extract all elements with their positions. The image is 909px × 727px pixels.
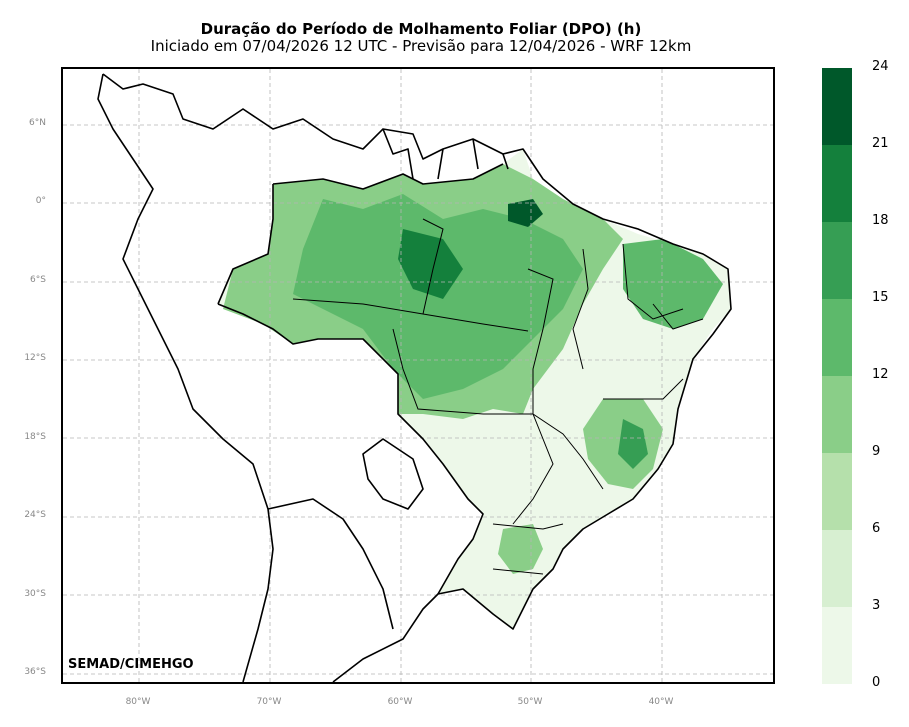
colorbar-tick-label: 0 — [872, 675, 881, 690]
colorbar-tick-label: 15 — [872, 290, 889, 305]
colorbar-tick-label: 6 — [872, 521, 881, 536]
lon-label: 40°W — [648, 697, 674, 707]
lat-label: 0° — [35, 196, 46, 206]
credit-label: SEMAD/CIMEHGO — [68, 657, 194, 672]
south-america-coast — [102, 73, 732, 682]
south-mid — [498, 524, 543, 574]
inner-border-1 — [362, 438, 424, 510]
southeast-dark — [618, 419, 648, 469]
inner-border-2 — [267, 498, 394, 630]
colorbar-segment — [822, 68, 852, 145]
lon-label: 50°W — [517, 697, 543, 707]
map-frame — [61, 67, 775, 684]
colorbar-segment — [822, 530, 852, 607]
colorbar — [822, 68, 852, 684]
central-dark — [398, 229, 463, 299]
colorbar-tick-label: 3 — [872, 598, 881, 613]
map-canvas — [63, 69, 773, 682]
brazil-border — [217, 163, 504, 595]
map-title: Duração do Período de Molhamento Foliar … — [200, 20, 642, 38]
guianas-border — [382, 128, 509, 180]
colorbar-tick-label: 9 — [872, 444, 881, 459]
northeast-mid — [623, 239, 723, 329]
brazil-shading — [218, 149, 731, 629]
lon-label: 70°W — [256, 697, 282, 707]
lon-label: 60°W — [387, 697, 413, 707]
colorbar-segment — [822, 607, 852, 684]
map-subtitle: Iniciado em 07/04/2026 12 UTC - Previsão… — [150, 37, 692, 55]
colorbar-segment — [822, 453, 852, 530]
lat-label: 6°S — [30, 275, 46, 285]
colorbar-tick-label: 12 — [872, 367, 889, 382]
country-borders — [97, 73, 732, 682]
lat-label: 24°S — [24, 510, 46, 520]
mouth-dark — [508, 199, 543, 227]
lat-label: 18°S — [24, 432, 46, 442]
colorbar-tick-label: 24 — [872, 59, 889, 74]
lat-label: 6°N — [29, 118, 46, 128]
lat-label: 12°S — [24, 353, 46, 363]
colorbar-segment — [822, 299, 852, 376]
colorbar-segment — [822, 222, 852, 299]
colorbar-tick-label: 21 — [872, 136, 889, 151]
colorbar-segment — [822, 145, 852, 222]
lat-label: 36°S — [24, 667, 46, 677]
lon-label: 80°W — [125, 697, 151, 707]
colorbar-tick-label: 18 — [872, 213, 889, 228]
graticule — [63, 69, 773, 682]
state-borders — [292, 218, 704, 575]
lat-label: 30°S — [24, 589, 46, 599]
colorbar-segment — [822, 376, 852, 453]
pacific-coast — [97, 73, 274, 682]
